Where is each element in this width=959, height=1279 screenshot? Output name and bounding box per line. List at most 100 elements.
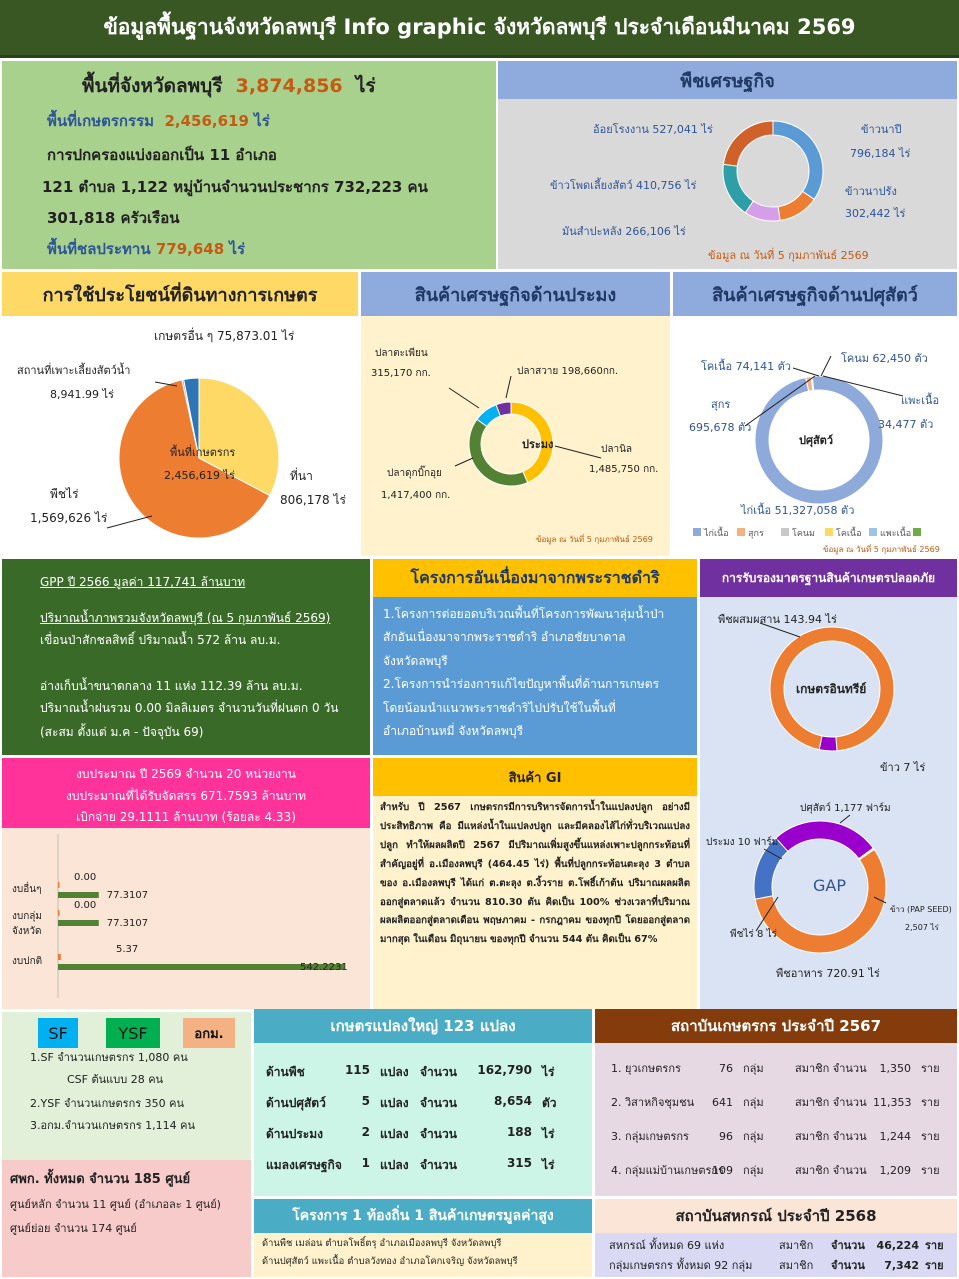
coop-panel: สหกรณ์ ทั้งหมด 69 แห่ง สมาชิก จำนวน 46,224 ร… [595,1233,957,1277]
legend-swatch [825,528,833,536]
fishery-source: ข้อมูล ณ วันที่ 5 กุมภาพันธ์ 2569 [536,533,653,545]
sf-badge: SF [38,1018,78,1048]
royal-line: 2.โครงการนำร่องการแก้ไขปัญหาพื้นที่ด้านก… [383,677,660,692]
livestock-center: ปศุสัตว์ [799,434,833,448]
otop-line: ด้านปศุสัตว์ แพะเนื้อ ตำบลวังทอง อำเภอโค… [262,1255,518,1267]
crop-slice-1 [777,190,815,222]
ysf-badge: YSF [106,1018,160,1048]
landuse-title: การใช้ประโยชน์ที่ดินทางการเกษตร [2,272,358,316]
royal-line: อำเภอบ้านหมี่ จังหวัดลพบุรี [383,723,524,738]
legend-label: ไก่เนื้อ [703,526,729,539]
sf-line: 2.YSF จำนวนเกษตรกร 350 คน [30,1097,185,1110]
bigfarm-title: เกษตรแปลงใหญ่ 123 แปลง [254,1009,592,1043]
inst-panel: 1. ยุวเกษตรกร 76 กลุ่ม สมาชิก จำนวน 1,350 ราย… [595,1043,957,1196]
inst-cell-n: 109 [712,1163,733,1177]
inst-cell-g: กลุ่ม [743,1096,764,1109]
label-aqua: สถานที่เพาะเลี้ยงสัตว์น้ำ [17,362,130,377]
inst-cell-name: 1. ยุวเกษตรกร [611,1062,681,1075]
bigfarm-cell-u1: แปลง [380,1065,409,1079]
inst-cell-u: ราย [921,1130,940,1143]
bigfarm-row: ด้านปศุสัตว์ 5 แปลง จำนวน 8,654 ตัว [254,1094,592,1125]
center-title: ศพก. ทั้งหมด จำนวน 185 ศูนย์ [10,1172,191,1187]
label-paddy-value: 806,178 ไร่ [280,493,346,507]
gap-slice-0 [775,820,874,860]
legend-swatch [869,528,877,536]
budget-value-label: 542.2231 [300,962,348,973]
bigfarm-cell-c: จำนวน [420,1096,457,1110]
bigfarm-cell-v: 315 [506,1156,532,1170]
label-rice-main: ข้าวนาปี [861,123,902,136]
inst-cell-v: 1,244 [879,1129,912,1143]
inst-cell-u: ราย [921,1062,940,1075]
label-rice-second-value: 302,442 ไร่ [845,207,906,220]
gpp-line: GPP ปี 2566 มูลค่า 117,741 ล้านบาท [40,575,246,589]
coop-row: กลุ่มเกษตรกร ทั้งหมด 92 กลุ่ม สมาชิก จำนวน… [603,1255,949,1275]
label-aqua-value: 8,941.99 ไร่ [50,388,114,401]
inst-title: สถาบันเกษตรกร ประจำปี 2567 [595,1009,957,1043]
label-barb: ปลาตะเพียน [375,347,428,359]
leader-line-dairy [820,355,832,377]
budget-value-label: 0.00 [74,872,96,883]
agv-badge: อกม. [183,1018,235,1048]
coop-cell-c: จำนวน [831,1239,865,1252]
budget-bar [58,920,99,926]
bigfarm-panel: ด้านพืช 115 แปลง จำนวน 162,790 ไร่ ด้านปศุสัตว… [254,1043,592,1196]
bigfarm-cell-u1: แปลง [380,1096,409,1110]
budget-value-label: 77.3107 [107,890,148,901]
leader-line-gap-field [755,896,779,932]
bigfarm-cell-name: ด้านพืช [266,1065,305,1079]
livestock-chart: โคเนื้อ 74,141 ตัว โคนม 62,450 ตัว สุกร … [689,351,940,555]
organic-slice-0 [769,626,895,752]
agri-area-line: พื้นที่เกษตรกรรม 2,456,619 ไร่ [47,112,270,130]
bigfarm-cell-n: 2 [361,1125,370,1139]
bigfarm-cell-c: จำนวน [420,1065,457,1079]
legend-label: โคนม [792,528,815,539]
area-line: พื้นที่จังหวัดลพบุรี 3,874,856 ไร่ [82,75,376,97]
inst-cell-u: ราย [921,1096,940,1109]
admin-line: การปกครองแบ่งออกเป็น 11 อำเภอ [47,146,277,164]
inst-cell-n: 641 [712,1095,733,1109]
leader-line-tilapia [554,445,602,459]
basic-info-panel: พื้นที่จังหวัดลพบุรี 3,874,856 ไร่ พื้นท… [2,61,496,269]
label-field-value: 1,569,626 ไร่ [30,511,108,525]
cat-label-group2: จังหวัด [12,926,41,937]
legend-label: แพะเนื้อ [880,526,911,539]
bigfarm-cell-v: 188 [506,1125,532,1139]
bigfarm-row: แมลงเศรษฐกิจ 1 แปลง จำนวน 315 ไร่ [254,1156,592,1187]
legend-label: โคเนื้อ [836,526,862,539]
inst-row: 3. กลุ่มเกษตรกร 96 กลุ่ม สมาชิก จำนวน 1,244 ร… [595,1119,957,1153]
budget-value-label: 0.00 [74,900,96,911]
otop-panel: ด้านพืช เมล่อน ตำบลโพธิ์ตรุ อำเภอเมืองลพ… [254,1233,592,1277]
bigfarm-row: ด้านประมง 2 แปลง จำนวน 188 ไร่ [254,1125,592,1156]
coop-cell-m: สมาชิก [779,1239,814,1252]
sf-line: 3.อกม.จำนวนเกษตรกร 1,114 คน [30,1119,195,1132]
legend-swatch [913,528,921,536]
livestock-source: ข้อมูล ณ วันที่ 5 กุมภาพันธ์ 2569 [823,543,940,555]
coop-cell-v: 46,224 [876,1238,919,1252]
leader-line-mixed [759,622,801,638]
label-rice-second: ข้าวนาปรัง [845,185,897,198]
label-tilapia-value: 1,485,750 กก. [589,464,658,475]
inst-cell-u: ราย [921,1164,940,1177]
center-line: ศูนย์ย่อย จำนวน 174 ศูนย์ [10,1222,137,1235]
gi-text: สำหรับ ปี 2567 เกษตรกรมีการบริหารจัดการน… [380,802,690,946]
bigfarm-cell-u1: แปลง [380,1158,409,1172]
leader-line-goat [822,375,904,397]
bigfarm-cell-u2: ไร่ [542,1158,555,1172]
sf-line: CSF ต้นแบบ 28 คน [67,1073,164,1086]
legend-label: สุกร [748,529,764,539]
label-rice-main-value: 796,184 ไร่ [850,147,911,160]
legend-swatch [693,528,701,536]
leader-line-gap-livestock [839,814,851,824]
legend-swatch [737,528,745,536]
inst-cell-m: สมาชิก จำนวน [795,1130,867,1143]
landuse-chart: เกษตรอื่น ๆ 75,873.01 ไร่ สถานที่เพาะเลี… [17,327,346,539]
bigfarm-cell-c: จำนวน [420,1127,457,1141]
sf-line: 1.SF จำนวนเกษตรกร 1,080 คน [30,1051,188,1064]
royal-title: โครงการอันเนื่องมาจากพระราชดำริ [373,559,697,597]
label-goat-value: 34,477 ตัว [878,418,933,431]
bigfarm-row: ด้านพืช 115 แปลง จำนวน 162,790 ไร่ [254,1063,592,1094]
otop-line: ด้านพืช เมล่อน ตำบลโพธิ์ตรุ อำเภอเมืองลพ… [262,1238,502,1249]
bigfarm-cell-n: 1 [361,1156,370,1170]
safe-title: การรับรองมาตรฐานสินค้าเกษตรปลอดภัย [700,559,957,597]
